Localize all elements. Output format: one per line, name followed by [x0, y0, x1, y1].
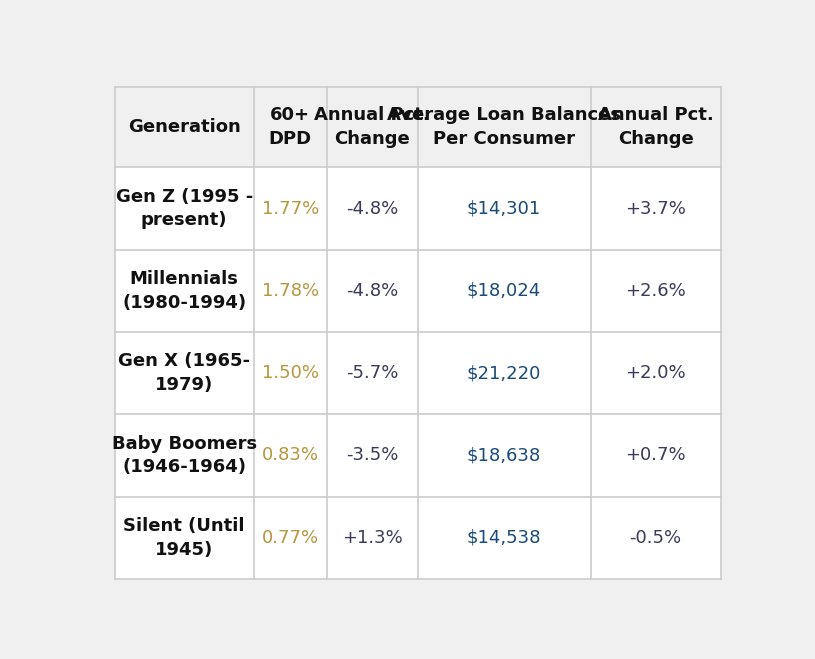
Text: Millennials
(1980-1994): Millennials (1980-1994): [122, 270, 246, 312]
Bar: [114, 87, 721, 167]
Text: 1.78%: 1.78%: [262, 282, 319, 300]
Text: Baby Boomers
(1946-1964): Baby Boomers (1946-1964): [112, 435, 257, 476]
Text: 0.77%: 0.77%: [262, 529, 319, 547]
Text: $14,301: $14,301: [467, 200, 541, 217]
Text: Annual Pct.
Change: Annual Pct. Change: [315, 106, 430, 148]
Bar: [114, 415, 721, 497]
Text: 0.83%: 0.83%: [262, 446, 319, 465]
Text: +0.7%: +0.7%: [625, 446, 686, 465]
Text: $18,638: $18,638: [467, 446, 541, 465]
Text: $14,538: $14,538: [467, 529, 541, 547]
Text: Generation: Generation: [128, 118, 240, 136]
Text: $18,024: $18,024: [467, 282, 541, 300]
Bar: [114, 167, 721, 250]
Text: +2.0%: +2.0%: [625, 364, 686, 382]
Text: +3.7%: +3.7%: [625, 200, 686, 217]
Bar: [114, 332, 721, 415]
Text: Silent (Until
1945): Silent (Until 1945): [124, 517, 245, 559]
Text: Gen X (1965-
1979): Gen X (1965- 1979): [118, 353, 250, 394]
Text: Average Loan Balances
Per Consumer: Average Loan Balances Per Consumer: [387, 106, 621, 148]
Text: $21,220: $21,220: [467, 364, 541, 382]
Text: Annual Pct.
Change: Annual Pct. Change: [598, 106, 714, 148]
Text: 1.50%: 1.50%: [262, 364, 319, 382]
Text: -4.8%: -4.8%: [346, 282, 399, 300]
Text: +2.6%: +2.6%: [625, 282, 686, 300]
Text: Gen Z (1995 -
present): Gen Z (1995 - present): [116, 188, 253, 229]
Text: -5.7%: -5.7%: [346, 364, 399, 382]
Bar: [114, 497, 721, 579]
Text: -0.5%: -0.5%: [630, 529, 681, 547]
Text: 60+
DPD: 60+ DPD: [269, 106, 312, 148]
Text: +1.3%: +1.3%: [341, 529, 403, 547]
Text: -4.8%: -4.8%: [346, 200, 399, 217]
Text: 1.77%: 1.77%: [262, 200, 319, 217]
Bar: [114, 250, 721, 332]
Text: -3.5%: -3.5%: [346, 446, 399, 465]
